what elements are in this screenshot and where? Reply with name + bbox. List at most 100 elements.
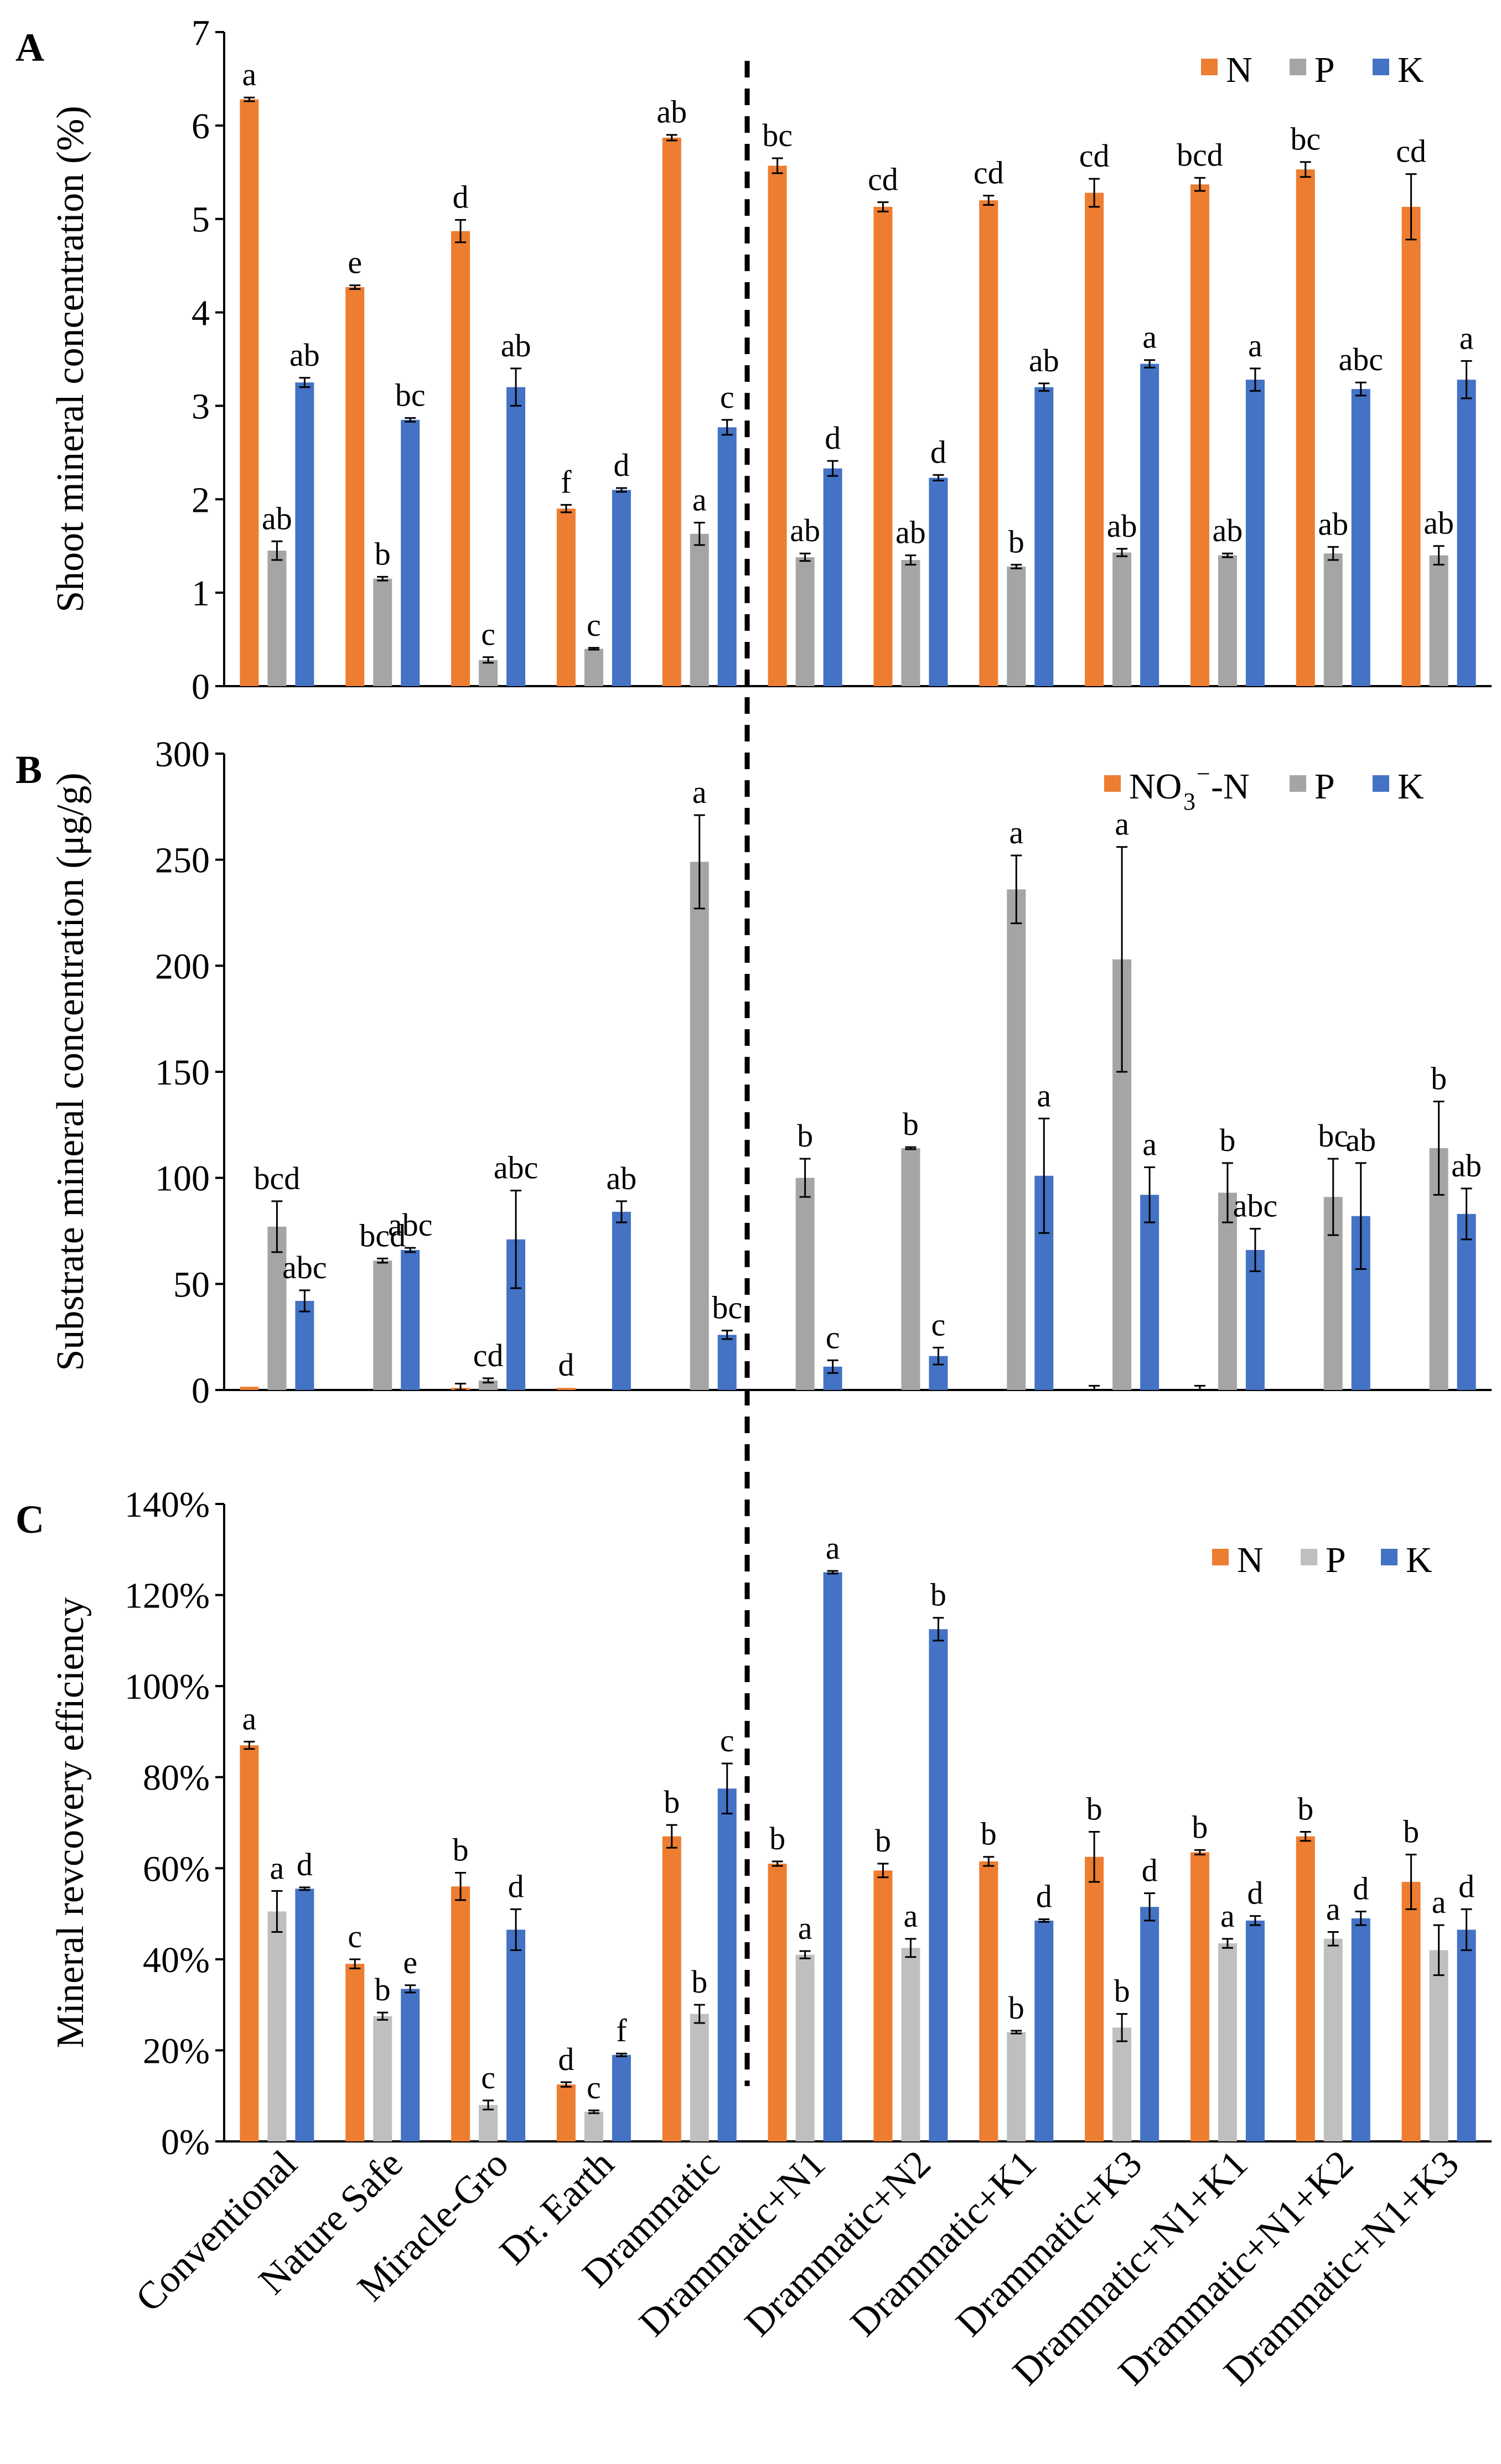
bar-p-11 [1429,555,1448,686]
panel-label: A [15,25,44,70]
significance-label: ab [1424,505,1454,541]
bar-n-5 [768,165,787,687]
significance-label: ab [1107,508,1137,544]
significance-label: d [1142,1853,1158,1889]
significance-label: ab [656,94,687,130]
significance-label: ab [1318,506,1348,542]
bar-p-9 [1218,555,1237,686]
bar-k-11 [1457,1213,1476,1390]
bar-n-11 [1401,206,1421,687]
y-tick-label: 6 [191,106,210,147]
significance-label: f [561,464,572,500]
y-tick-label: 100 [155,1159,210,1199]
significance-label: c [720,379,734,415]
significance-label: d [1036,1878,1052,1914]
bar-p-9 [1218,1943,1237,2141]
bar-p-8 [1112,552,1132,686]
bar-n-11 [1401,1881,1421,2141]
significance-label: d [453,179,469,215]
y-axis-title: Mineral revcovery efficiency [49,1597,92,2048]
legend-label-subscript: 3 [1183,788,1195,815]
y-tick-label: 0 [191,667,210,707]
significance-label: a [1142,1127,1157,1163]
bar-k-7 [1034,1920,1054,2141]
significance-label: cd [868,161,898,197]
significance-label: b [1297,1791,1313,1827]
significance-label: bc [762,117,793,153]
y-tick-label: 40% [143,1940,210,1980]
significance-label: d [558,2041,574,2077]
bar-n-4 [662,1836,681,2141]
panel-B: 0 50 100 150 200 250 300 Substrate mineral conc… [15,734,1492,1411]
bar-p-10 [1323,1938,1343,2141]
significance-label: c [720,1723,734,1758]
legend-swatch-0 [1201,59,1218,75]
y-tick-label: 2 [191,480,210,520]
significance-label: b [1192,1809,1208,1845]
significance-label: b [903,1106,919,1142]
bar-p-1 [373,2016,392,2141]
bar-p-1 [373,578,392,686]
significance-label: a [692,482,707,518]
significance-label: a [242,1701,257,1737]
legend-swatch-1 [1301,1549,1317,1565]
bar-p-4 [690,533,709,686]
bar-n-5 [768,1864,787,2141]
significance-label: bc [712,1290,742,1326]
significance-label: cd [1079,138,1110,174]
significance-label: a [798,1910,812,1946]
bar-n-3 [556,2084,576,2141]
significance-label: cd [1396,133,1426,169]
bar-k-0 [295,382,314,686]
significance-label: b [875,1823,891,1859]
significance-label: ab [607,1160,637,1196]
legend-swatch-2 [1373,775,1389,792]
y-tick-label: 5 [191,200,210,240]
bar-p-0 [267,1226,287,1390]
y-axis-title: Shoot mineral concentration (%) [49,106,92,613]
bar-n-3 [556,509,576,686]
bar-k-2 [506,1929,526,2141]
y-tick-label: 60% [143,1849,210,1889]
bar-p-8 [1112,2027,1132,2141]
bar-k-3 [612,1212,631,1390]
bar-p-5 [795,1177,815,1390]
legend-label-k: K [1406,1540,1432,1580]
bar-k-9 [1245,1250,1265,1390]
significance-label: e [348,245,362,281]
significance-label: ab [1029,343,1059,378]
significance-label: a [1142,319,1157,355]
bar-p-0 [267,1911,287,2141]
bar-k-0 [295,1889,314,2141]
significance-label: b [375,1972,391,2007]
bar-p-10 [1323,553,1343,686]
significance-label: bcd [1177,137,1223,173]
bar-k-2 [506,387,526,686]
significance-label: c [826,1319,840,1355]
x-category-label: Drammatic+K1 [842,2143,1045,2345]
bar-p-3 [584,649,603,686]
significance-label: d [508,1868,524,1904]
significance-label: b [797,1118,813,1154]
bar-no3−-n-0 [240,1387,259,1390]
significance-label: b [930,1577,946,1613]
significance-label: b [664,1784,680,1820]
significance-label: b [1086,1791,1103,1827]
significance-label: a [1037,1077,1051,1113]
bar-p-3 [584,2112,603,2141]
significance-label: f [616,2012,627,2048]
legend-swatch-1 [1290,775,1306,792]
legend-swatch-0 [1104,775,1121,792]
significance-label: a [1248,328,1262,364]
significance-label: a [1459,320,1474,356]
y-tick-label: 80% [143,1758,210,1798]
y-tick-label: 0% [161,2122,210,2162]
panel-label: C [15,1497,44,1542]
legend-label-n: N [1237,1540,1264,1580]
x-category-label: Drammatic+K3 [948,2143,1151,2345]
y-tick-label: 140% [125,1485,210,1525]
legend-label-nitrate-suffix: -N [1211,766,1250,807]
significance-label: ab [896,515,926,551]
bar-k-9 [1245,1920,1265,2141]
